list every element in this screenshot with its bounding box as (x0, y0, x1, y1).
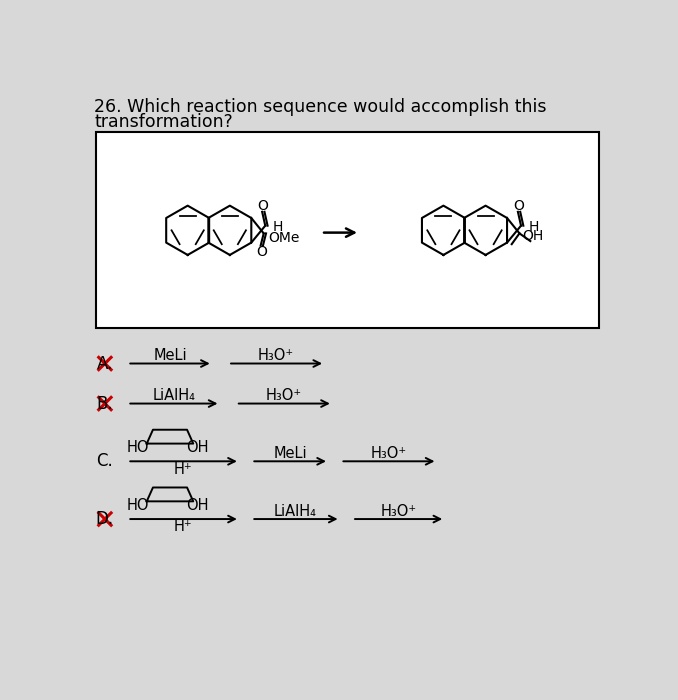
Text: H: H (529, 220, 539, 234)
Text: HO: HO (126, 440, 148, 455)
Text: H₃O⁺: H₃O⁺ (266, 389, 302, 403)
Text: HO: HO (126, 498, 148, 512)
Text: LiAlH₄: LiAlH₄ (274, 504, 317, 519)
Text: H⁺: H⁺ (174, 519, 193, 534)
Text: H₃O⁺: H₃O⁺ (258, 349, 294, 363)
Text: MeLi: MeLi (153, 349, 187, 363)
Text: B.: B. (96, 395, 113, 412)
Text: C.: C. (96, 452, 113, 470)
Text: A.: A. (97, 354, 113, 372)
Text: OH: OH (186, 498, 208, 512)
Text: O: O (513, 199, 524, 213)
Text: OH: OH (523, 230, 544, 244)
Text: H: H (273, 220, 283, 234)
Text: H₃O⁺: H₃O⁺ (380, 504, 417, 519)
Text: MeLi: MeLi (273, 446, 307, 461)
Text: H₃O⁺: H₃O⁺ (370, 446, 407, 461)
Text: O: O (258, 199, 268, 213)
Bar (96, 132, 599, 328)
Text: OH: OH (186, 440, 208, 455)
Text: LiAlH₄: LiAlH₄ (153, 389, 195, 403)
Text: O: O (256, 245, 267, 259)
Text: D.: D. (96, 510, 114, 528)
Text: OMe: OMe (268, 231, 300, 245)
Text: H⁺: H⁺ (174, 461, 193, 477)
Text: 26. Which reaction sequence would accomplish this: 26. Which reaction sequence would accomp… (94, 98, 546, 116)
Text: transformation?: transformation? (94, 113, 233, 132)
